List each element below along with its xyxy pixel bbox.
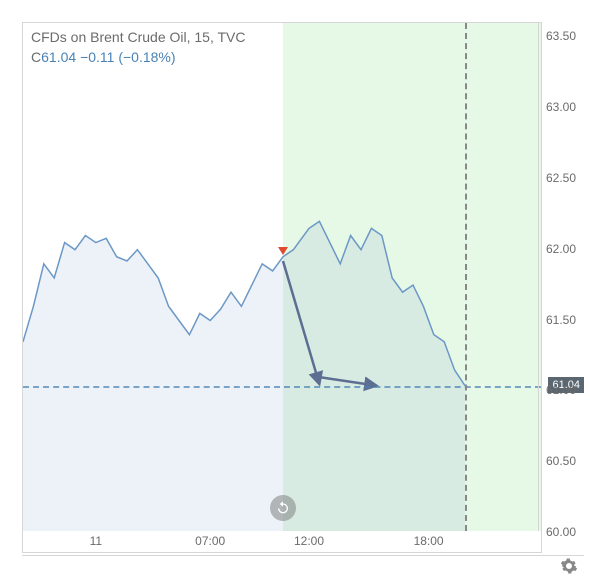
reset-icon (275, 500, 291, 516)
change-absolute: −0.11 (80, 49, 114, 65)
y-axis[interactable]: 61.04 63.5063.0062.5062.0061.5061.0060.5… (538, 22, 584, 532)
x-tick-label: 12:00 (294, 534, 324, 548)
y-tick-label: 62.00 (538, 242, 584, 256)
symbol-prefix: C (31, 49, 41, 65)
last-price: 61.04 (41, 49, 76, 65)
change-percent: (−0.18%) (118, 49, 175, 65)
y-tick-label: 60.00 (538, 525, 584, 539)
chart-frame: CFDs on Brent Crude Oil, 15, TVC C61.04 … (0, 0, 590, 583)
x-tick-label: 07:00 (195, 534, 225, 548)
y-tick-label: 60.50 (538, 454, 584, 468)
price-chart[interactable]: CFDs on Brent Crude Oil, 15, TVC C61.04 … (22, 22, 542, 532)
y-tick-label: 63.50 (538, 29, 584, 43)
y-tick-label: 61.00 (538, 383, 584, 397)
session-marker-icon (278, 247, 288, 255)
y-tick-label: 61.50 (538, 313, 584, 327)
chart-title: CFDs on Brent Crude Oil, 15, TVC (31, 29, 245, 45)
x-tick-label: 11 (90, 534, 102, 548)
reset-view-button[interactable] (270, 495, 296, 521)
x-tick-label: 18:00 (414, 534, 444, 548)
bottom-toolbar (22, 555, 584, 577)
last-price-line (23, 386, 541, 388)
cursor-time-line (465, 23, 467, 531)
settings-button[interactable] (560, 557, 578, 575)
chart-quote-line: C61.04 −0.11 (−0.18%) (31, 49, 176, 65)
x-axis[interactable]: 11 07:00 12:00 18:00 (22, 531, 542, 553)
y-tick-label: 63.00 (538, 100, 584, 114)
gear-icon (560, 557, 578, 575)
y-tick-label: 62.50 (538, 171, 584, 185)
